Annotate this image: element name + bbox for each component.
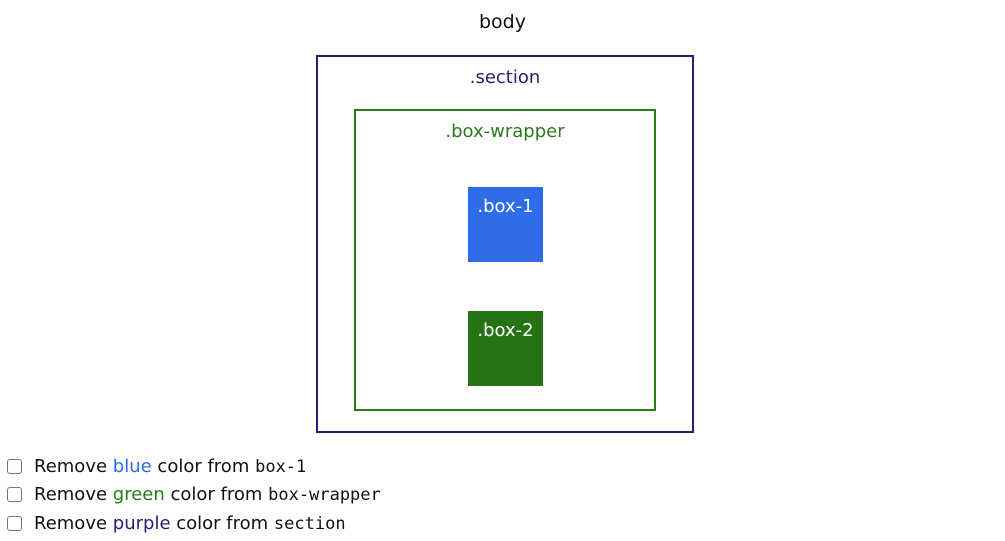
remove-blue-target: box-1 [255, 456, 307, 477]
box-2-label: .box-2 [477, 320, 534, 341]
box-wrapper-label: .box-wrapper [445, 121, 565, 142]
control-remove-blue[interactable]: Remove blue color from box-1 [7, 452, 381, 481]
remove-purple-label: Remove purple color from section [34, 513, 346, 534]
purple-color-word: purple [112, 512, 171, 534]
box-2: .box-2 [468, 311, 543, 386]
remove-green-target: box-wrapper [268, 485, 381, 506]
blue-color-word: blue [112, 455, 152, 477]
remove-blue-checkbox[interactable] [7, 458, 22, 474]
control-remove-purple[interactable]: Remove purple color from section [7, 509, 381, 538]
box-wrapper-container: .box-wrapper .box-1 .box-2 [354, 109, 656, 411]
box-1-label: .box-1 [477, 196, 534, 217]
remove-blue-prefix: Remove [34, 455, 113, 477]
remove-purple-prefix: Remove [34, 512, 113, 534]
remove-green-checkbox[interactable] [7, 487, 22, 503]
section-label: .section [469, 67, 541, 88]
remove-purple-middle: color from [170, 512, 274, 534]
remove-purple-checkbox[interactable] [7, 515, 22, 531]
body-label: body [479, 11, 526, 33]
remove-blue-label: Remove blue color from box-1 [34, 456, 306, 477]
controls-list: Remove blue color from box-1 Remove gree… [7, 452, 381, 538]
remove-purple-target: section [273, 513, 346, 534]
control-remove-green[interactable]: Remove green color from box-wrapper [7, 481, 381, 510]
remove-green-middle: color from [164, 484, 269, 506]
box-1: .box-1 [468, 187, 543, 262]
remove-green-label: Remove green color from box-wrapper [34, 484, 381, 505]
section-container: .section .box-wrapper .box-1 .box-2 [316, 55, 694, 433]
remove-blue-middle: color from [151, 455, 256, 477]
green-color-word: green [112, 484, 165, 506]
remove-green-prefix: Remove [34, 484, 113, 506]
